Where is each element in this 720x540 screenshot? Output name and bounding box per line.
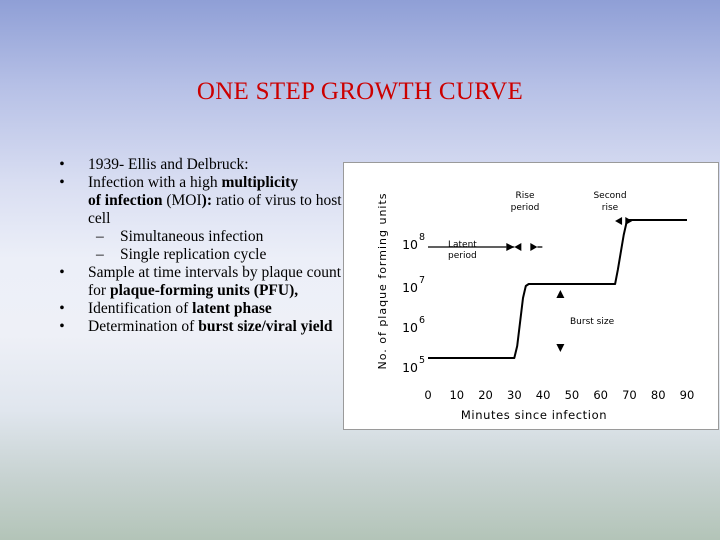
bullet-item: • Infection with a high multiplicity of i… [56,174,346,228]
bullet-bold-text: latent phase [192,300,272,317]
bullet-marker: • [59,300,65,317]
rise-arrowhead-right [530,243,538,251]
bullet-marker: • [59,156,65,173]
bullet-text: Sample at time intervals by plaque count… [88,264,342,299]
bullet-item: • Determination of burst size/viral yiel… [56,318,346,336]
rise-label-line1: Rise [516,191,535,201]
bullet-item: • 1939- Ellis and Delbruck: [56,156,346,174]
bullet-bold-text: burst size/viral yield [198,318,333,335]
rise-label-line2: period [511,203,540,213]
bullet-item: • Sample at time intervals by plaque cou… [56,264,346,300]
bullet-text: Identification of [88,300,193,317]
x-tick-label: 40 [536,388,551,402]
bullet-marker: • [59,174,65,191]
y-tick-label: 10 [402,320,418,335]
second-rise-label-line2: rise [602,203,619,213]
x-tick-label: 80 [651,388,666,402]
sub-bullet-text: Simultaneous infection [120,228,264,245]
x-tick-label: 10 [449,388,464,402]
x-tick-label: 90 [680,388,695,402]
x-tick-label: 50 [565,388,580,402]
y-tick-label: 10 [402,280,418,295]
x-tick-label: 30 [507,388,522,402]
bullet-marker: • [59,264,65,281]
sub-bullet-marker: – [96,228,104,245]
y-tick-label: 10 [402,237,418,252]
second-rise-arrowhead-left [615,217,623,225]
y-axis-label: No. of plaque forming units [376,192,389,369]
bullet-text: (MOI [162,192,202,209]
second-rise-label-line1: Second [593,191,626,201]
burst-arrowhead-up [556,290,565,298]
bullet-item: • Identification of latent phase [56,300,346,318]
y-tick-exponent: 8 [419,232,425,243]
latent-label-line2: period [448,251,477,261]
bullet-bold-text: of infection [88,192,163,209]
bullet-text: Determination of [88,318,199,335]
x-tick-label: 20 [478,388,493,402]
sub-bullet-item: – Single replication cycle [56,246,346,264]
sub-bullet-item: – Simultaneous infection [56,228,346,246]
chart-svg: 0 10 20 30 40 50 60 70 80 90 Minutes since infecti… [376,191,695,422]
growth-curve-chart: 0 10 20 30 40 50 60 70 80 90 Minutes since infecti… [343,162,719,430]
y-tick-label: 10 [402,360,418,375]
bullet-text: 1939- Ellis and Delbruck: [88,156,249,173]
y-tick-exponent: 6 [419,315,425,326]
burst-size-label: Burst size [570,317,615,327]
rise-arrowhead-left [514,243,522,251]
y-tick-exponent: 7 [419,275,425,286]
x-tick-label: 0 [424,388,431,402]
bullet-bold-text: multiplicity [221,174,299,191]
bullet-bold-text: ): [201,192,212,209]
bullet-bold-text: plaque-forming units (PFU), [109,282,299,299]
bullet-text: ratio of virus to host cell [88,192,342,227]
sub-bullet-text: Single replication cycle [120,246,267,263]
second-rise-arrowhead-right [625,217,633,225]
latent-label-line1: Latent [448,240,477,250]
bullet-text: Infection with a high [88,174,222,191]
y-tick-exponent: 5 [419,355,425,366]
bullet-list: • 1939- Ellis and Delbruck: • Infection … [56,156,346,336]
x-axis-label: Minutes since infection [461,408,607,422]
x-tick-label: 60 [593,388,608,402]
slide-title: ONE STEP GROWTH CURVE [196,78,524,105]
burst-arrowhead-down [556,344,565,352]
bullet-marker: • [59,318,65,335]
x-tick-label: 70 [622,388,637,402]
sub-bullet-marker: – [96,246,104,263]
